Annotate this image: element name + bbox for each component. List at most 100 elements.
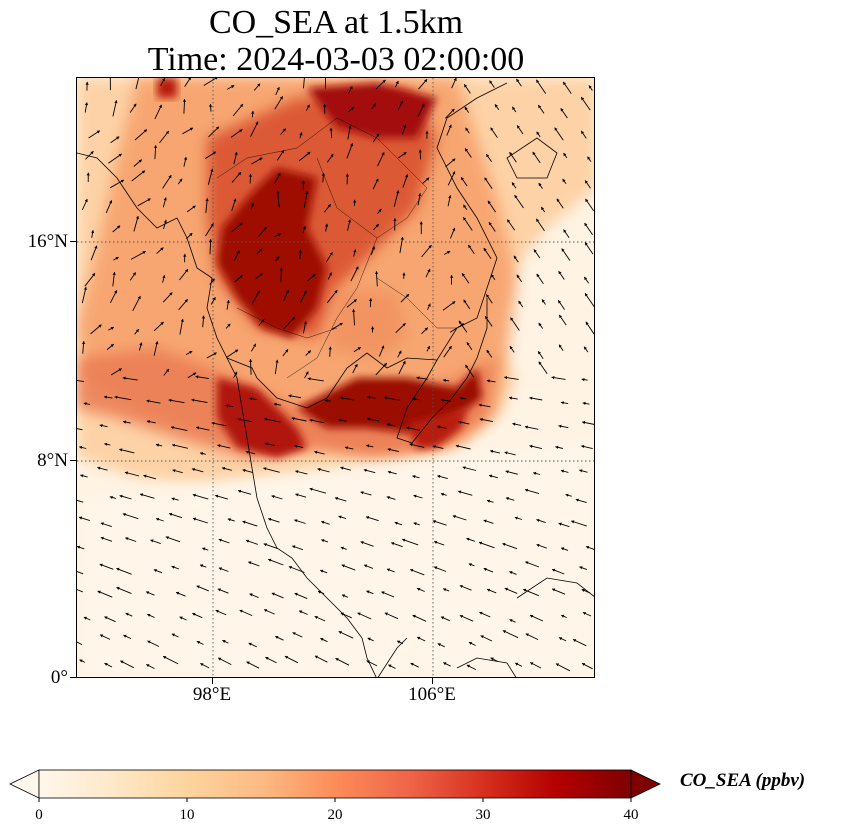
wind-vector-head: [538, 361, 542, 365]
wind-vector-head: [375, 178, 379, 182]
wind-vector-head: [109, 200, 113, 204]
wind-vector-head: [109, 495, 113, 499]
wind-vector-head: [176, 591, 180, 595]
wind-vector-head: [366, 590, 370, 594]
wind-vector-head: [248, 173, 253, 177]
wind-vector-head: [410, 662, 414, 666]
wind-vector-head: [345, 173, 349, 177]
wind-vector-head: [235, 349, 239, 353]
colorbar-tick-label: 0: [35, 807, 43, 823]
wind-vector-head: [512, 182, 515, 186]
wind-vector-head: [448, 124, 452, 128]
wind-vector-head: [586, 545, 590, 549]
wind-vector-head: [135, 216, 140, 219]
wind-vector-head: [239, 129, 243, 133]
wind-vector-head: [381, 591, 385, 595]
wind-vector-head: [448, 195, 452, 199]
wind-vector-head: [132, 272, 136, 276]
wind-vector-head: [486, 294, 490, 298]
wind-vector-head: [104, 442, 108, 446]
wind-vector: [288, 566, 305, 573]
wind-vector-head: [587, 156, 591, 160]
wind-vector-head: [281, 150, 284, 154]
wind-vector-head: [370, 326, 375, 330]
wind-vector-head: [450, 275, 454, 278]
wind-vector-head: [163, 219, 167, 223]
wind-vector-head: [85, 81, 89, 85]
wind-vector-head: [509, 571, 513, 575]
wind-vector-head: [463, 299, 467, 303]
wind-vector-head: [552, 568, 556, 572]
wind-vector-head: [117, 225, 121, 229]
wind-vector: [402, 538, 419, 546]
wind-vector-head: [489, 474, 493, 478]
wind-vector-head: [524, 425, 528, 429]
wind-vector: [309, 488, 327, 494]
wind-vector-head: [248, 561, 252, 565]
wind-vector-head: [195, 375, 199, 379]
wind-vector-head: [218, 657, 222, 661]
wind-vector-head: [581, 588, 585, 592]
wind-vector-head: [340, 396, 344, 400]
wind-vector-head: [452, 158, 456, 162]
wind-vector-head: [484, 177, 488, 181]
wind-vector-head: [165, 536, 169, 540]
wind-vector-head: [427, 269, 431, 273]
wind-vector-head: [417, 636, 421, 640]
wind-vector-head: [200, 452, 203, 456]
wind-vector-head: [551, 376, 555, 380]
wind-vector-head: [563, 81, 567, 86]
wind-vector-head: [240, 104, 243, 108]
lat-tick: [70, 677, 76, 678]
wind-vector-head: [97, 466, 101, 470]
wind-vector-head: [479, 417, 483, 422]
wind-vector-head: [180, 318, 184, 322]
wind-vector-field: [77, 78, 594, 672]
wind-vector-head: [504, 451, 508, 455]
wind-vector: [112, 100, 117, 117]
wind-vector-head: [432, 445, 436, 449]
wind-vector-head: [234, 152, 238, 155]
wind-vector-head: [562, 178, 566, 183]
wind-vector-head: [251, 110, 255, 114]
wind-vector-head: [384, 612, 388, 616]
wind-vector-head: [146, 399, 150, 403]
wind-vector-head: [324, 223, 329, 227]
wind-vector-head: [156, 517, 160, 521]
wind-vector-head: [268, 558, 272, 562]
wind-vector-head: [169, 512, 173, 516]
wind-vector-head: [110, 344, 114, 348]
wind-vector-head: [192, 612, 196, 616]
wind-vector-head: [563, 229, 567, 233]
wind-vector-head: [486, 379, 490, 383]
wind-vector-head: [302, 226, 306, 230]
co-concentration-map: [77, 78, 594, 677]
wind-vector-head: [184, 299, 188, 303]
wind-vector-head: [507, 219, 511, 223]
wind-vector-head: [516, 78, 520, 83]
wind-vector-head: [426, 177, 430, 181]
wind-vector-head: [143, 129, 147, 133]
wind-vector-head: [118, 153, 122, 157]
wind-vector-head: [208, 239, 213, 242]
wind-vector-head: [215, 609, 219, 613]
wind-vector: [114, 396, 132, 401]
wind-vector-head: [271, 495, 275, 499]
wind-vector-head: [277, 173, 281, 177]
wind-vector-head: [192, 205, 196, 209]
concentration-field: [77, 78, 594, 677]
wind-vector-head: [238, 489, 242, 493]
wind-vector-head: [104, 663, 108, 666]
wind-vector-head: [536, 543, 540, 547]
wind-vector-head: [196, 585, 200, 589]
wind-vector-head: [402, 361, 406, 365]
wind-vector-head: [464, 84, 468, 88]
wind-vector-head: [466, 537, 470, 541]
wind-vector-head: [533, 471, 537, 475]
wind-vector-head: [200, 663, 204, 667]
wind-vector-head: [375, 271, 379, 274]
wind-vector-head: [282, 128, 286, 132]
wind-vector-head: [168, 398, 172, 402]
wind-vector-head: [585, 242, 588, 246]
wind-vector-head: [561, 614, 565, 618]
